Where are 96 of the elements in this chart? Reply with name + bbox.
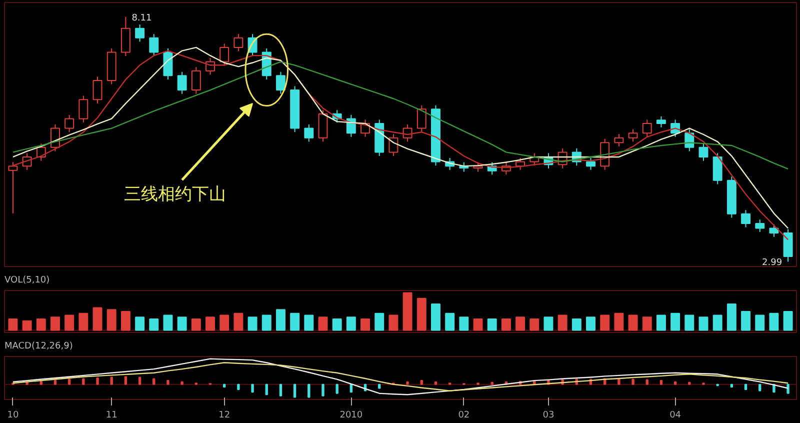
bar: [445, 312, 455, 331]
candlestick: [8, 162, 18, 214]
bar: [248, 316, 258, 331]
candlestick: [92, 76, 102, 104]
bar: [92, 307, 102, 331]
annotation: 三线相约下山: [124, 184, 226, 205]
annotation: 8.11: [132, 13, 152, 24]
candlestick: [712, 152, 722, 185]
bar: [304, 314, 314, 331]
candlestick: [234, 34, 244, 52]
bar: [78, 312, 88, 331]
bar: [106, 309, 116, 331]
bar: [670, 312, 680, 331]
bar: [628, 314, 638, 331]
bar: [234, 312, 244, 331]
candlestick: [769, 224, 779, 238]
bar: [586, 316, 596, 331]
bar: [360, 318, 370, 331]
bar: [712, 314, 722, 331]
candlestick: [220, 43, 230, 66]
chart-title: VOL(5,10): [4, 276, 50, 286]
x-tick-label: 02: [458, 410, 470, 420]
bar: [769, 312, 779, 331]
candlestick: [698, 143, 708, 162]
bar: [600, 314, 610, 331]
x-tick-label: 11: [106, 410, 118, 420]
bar: [206, 316, 215, 331]
bar: [572, 318, 582, 331]
candlestick: [304, 124, 314, 142]
bar: [431, 304, 440, 331]
x-tick-label: 10: [7, 410, 19, 420]
bar: [191, 318, 201, 331]
candlestick: [318, 110, 328, 142]
candlestick: [163, 48, 173, 80]
candlestick: [191, 66, 201, 94]
x-tick-label: 12: [218, 410, 230, 420]
bar: [516, 316, 526, 331]
bar: [374, 312, 384, 331]
bar: [163, 314, 173, 331]
bar: [726, 304, 736, 331]
bar: [8, 318, 18, 331]
bar: [656, 314, 666, 331]
bar: [36, 318, 46, 331]
bar: [135, 316, 145, 331]
bar: [290, 312, 300, 331]
candlestick: [346, 114, 356, 138]
candlestick: [656, 116, 666, 128]
candlestick: [135, 24, 145, 42]
candlestick: [64, 114, 74, 133]
x-tick-label: 04: [670, 410, 682, 420]
bar: [684, 314, 694, 331]
bar: [530, 318, 540, 331]
bar: [741, 311, 750, 331]
candlestick: [120, 16, 130, 57]
bar: [459, 316, 469, 331]
bar: [487, 318, 497, 331]
bar: [755, 314, 765, 331]
bar: [416, 298, 426, 331]
candlestick: [755, 219, 765, 233]
bar: [318, 316, 328, 331]
bar: [64, 314, 74, 331]
candlestick: [586, 157, 596, 170]
annotation: 2.99: [762, 258, 782, 268]
x-tick-label: 03: [542, 410, 554, 420]
bar: [698, 316, 708, 331]
bar: [544, 316, 554, 331]
bar: [402, 292, 412, 331]
candlestick: [177, 71, 187, 94]
candlestick: [276, 71, 286, 94]
candlestick: [416, 104, 426, 133]
candlestick: [149, 34, 159, 57]
bar: [501, 318, 511, 331]
chart-title: MACD(12,26,9): [4, 342, 73, 352]
candlestick: [741, 210, 750, 228]
bar: [558, 314, 568, 331]
bar: [473, 318, 483, 331]
bar: [120, 311, 130, 331]
candlestick: [783, 228, 793, 262]
candlestick: [628, 128, 638, 142]
bar: [783, 311, 793, 331]
bar: [346, 316, 356, 331]
bar: [332, 318, 342, 331]
candlestick: [642, 119, 652, 138]
bar: [22, 320, 32, 331]
bar: [50, 316, 60, 331]
bar: [388, 314, 398, 331]
bar: [262, 314, 272, 331]
bar: [220, 314, 230, 331]
candlestick: [78, 95, 88, 124]
bar: [614, 312, 624, 331]
bar: [177, 316, 187, 331]
candlestick: [614, 134, 624, 147]
bar: [276, 309, 286, 331]
bar: [149, 318, 159, 331]
bar: [642, 316, 652, 331]
x-tick-label: 2010: [340, 410, 363, 420]
